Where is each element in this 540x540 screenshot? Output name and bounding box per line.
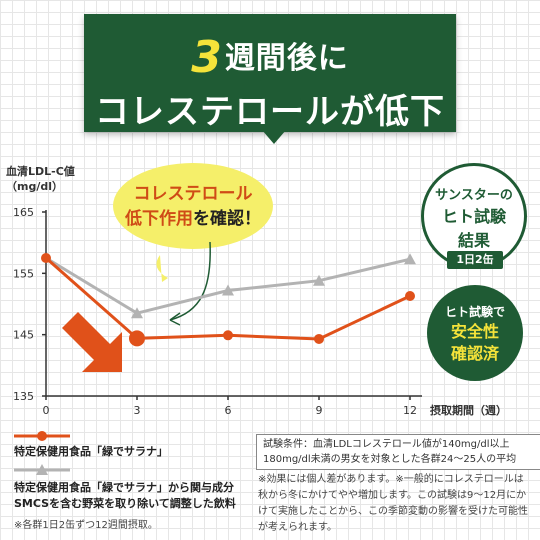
legend-note: ※各群1日2缶ずつ12週間摂取。 xyxy=(14,520,158,531)
legend-marker-gray xyxy=(36,464,48,475)
series-marker-gray xyxy=(404,253,416,265)
badge-mid1: ヒト試験 xyxy=(441,207,506,226)
bubble-line2: 低下作用を確認！ xyxy=(118,207,268,232)
y-axis-label: 血清LDL-C値 （mg/dl） xyxy=(6,164,75,194)
legend-label-2-line1: 特定保健用食品「緑でサラナ」から関与成分 xyxy=(14,481,234,494)
note-line1: ※効果には個人差があります。※一般的にコレステロールは xyxy=(258,474,524,485)
bubble-line1: コレステロール xyxy=(133,184,253,204)
note-line4: が考えられます。 xyxy=(258,522,337,533)
badge-tag: 1日2缶 xyxy=(447,251,503,269)
note-line2: 秋から冬にかけてやや増加します。この試験は9〜12月にか xyxy=(258,490,527,501)
title-line1-text: 週間後に xyxy=(224,41,349,76)
bubble-line2-red: 低下作用 xyxy=(125,209,193,229)
conditions-line2: 180mg/dl未満の男女を対象とした各群24〜25人の平均 xyxy=(263,454,517,465)
x-tick-label: 9 xyxy=(316,404,323,417)
badge-top: サンスターの xyxy=(435,188,513,203)
note-line3: けて実施したことから、この季節変動の影響を受けた可能性 xyxy=(258,506,528,517)
test-conditions-box: 試験条件：血清LDLコレステロール値が140mg/dl以上 180mg/dl未満… xyxy=(256,434,540,470)
series-marker-orange xyxy=(223,330,233,341)
y-tick-label: 145 xyxy=(13,329,34,342)
y-tick-label: 165 xyxy=(13,206,34,219)
safety-badge-top: ヒト試験で xyxy=(444,305,505,319)
y-tick-label: 135 xyxy=(13,390,34,403)
title-banner: 3週間後に コレステロールが低下 xyxy=(84,14,456,132)
title-line1: 3週間後に xyxy=(84,32,456,83)
series-marker-orange xyxy=(41,253,51,263)
x-axis-label: 摂取期間（週） xyxy=(430,403,507,417)
bubble-tail xyxy=(156,255,168,282)
bubble-line2-black: を確認！ xyxy=(193,209,261,229)
y-axis-label-line1: 血清LDL-C値 xyxy=(6,165,75,178)
series-marker-gray xyxy=(313,274,325,286)
x-tick-label: 0 xyxy=(43,404,50,417)
title-number: 3 xyxy=(191,32,223,83)
title-line2: コレステロールが低下 xyxy=(95,92,445,132)
down-arrow xyxy=(62,312,122,372)
series-marker-orange xyxy=(405,291,415,302)
bubble-arrow-head xyxy=(169,312,181,326)
y-tick-label: 155 xyxy=(13,267,34,280)
legend: 特定保健用食品「緑でサラナ」 xyxy=(14,430,250,464)
x-tick-label: 12 xyxy=(403,404,417,417)
title-notch xyxy=(262,130,286,144)
x-tick-label: 3 xyxy=(134,404,141,417)
series-marker-gray xyxy=(222,284,234,296)
series-marker-orange xyxy=(314,333,324,344)
safety-badge: ヒト試験で 安全性 確認済 xyxy=(427,285,523,381)
legend-marker-orange xyxy=(37,431,47,441)
bubble-shape xyxy=(113,163,273,249)
series-marker-gray xyxy=(131,307,143,319)
x-tick-label: 6 xyxy=(225,404,232,417)
safety-badge-line1: 安全性 xyxy=(450,322,499,341)
disclaimer-note: ※効果には個人差があります。※一般的にコレステロールは 秋から冬にかけてやや増加… xyxy=(258,472,534,536)
safety-badge-line2: 確認済 xyxy=(450,344,499,363)
legend-item-1: 特定保健用食品「緑でサラナ」 xyxy=(14,430,250,464)
legend-label-2: 特定保健用食品「緑でサラナ」から関与成分 SMCSを含む野菜を取り除いて調整した… xyxy=(14,480,254,512)
chart-area: 135 145 155 165 0 3 6 9 12 摂取期間（週） xyxy=(13,163,507,417)
conditions-line1: 試験条件：血清LDLコレステロール値が140mg/dl以上 xyxy=(263,439,510,450)
legend-swatch-gray xyxy=(14,464,70,475)
series-line-orange xyxy=(45,256,411,341)
legend-swatch-orange xyxy=(14,431,70,441)
bubble-text: コレステロール 低下作用を確認！ xyxy=(118,182,268,232)
legend-label-1: 特定保健用食品「緑でサラナ」 xyxy=(14,445,168,458)
legend-2 xyxy=(14,464,250,479)
legend-label-2-line2: SMCSを含む野菜を取り除いて調整した飲料 xyxy=(14,497,236,510)
badge-mid2: 結果 xyxy=(457,231,490,250)
bubble-arrow-curve xyxy=(169,241,211,321)
series-marker-orange xyxy=(129,330,145,347)
y-axis-label-line2: （mg/dl） xyxy=(6,180,63,193)
